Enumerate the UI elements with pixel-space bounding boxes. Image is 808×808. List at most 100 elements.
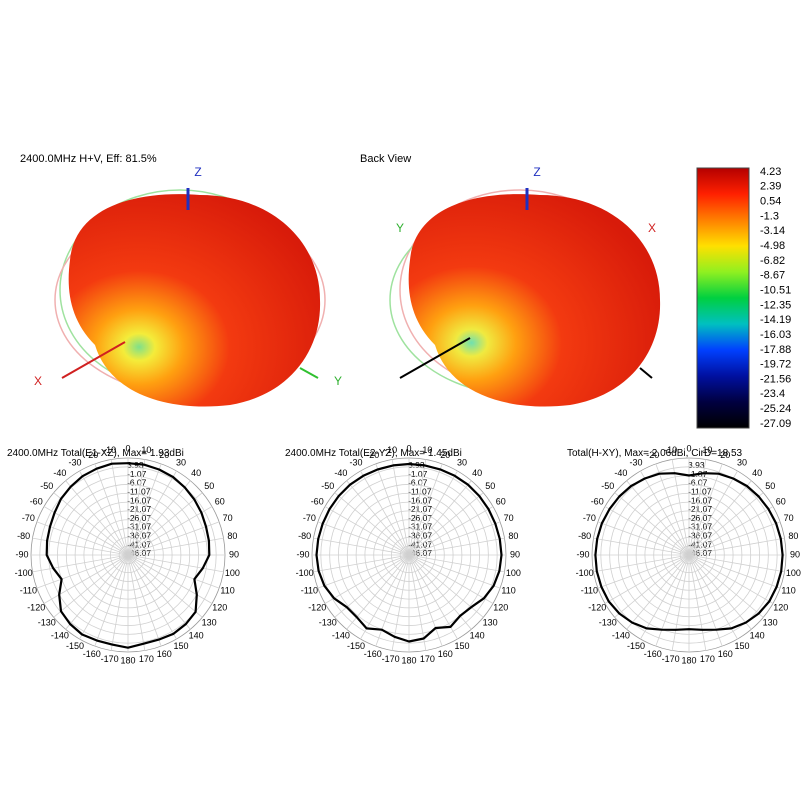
- axis-label: X: [34, 374, 42, 388]
- angle-label: 150: [173, 641, 188, 651]
- grid-spoke: [317, 521, 410, 556]
- r-tick-label: -1.07: [127, 469, 147, 479]
- grid-spoke: [32, 554, 129, 573]
- angle-label: 10: [702, 445, 712, 455]
- r-tick-label: -41.07: [408, 539, 432, 549]
- angle-label: 60: [215, 496, 225, 506]
- angle-label: 140: [750, 631, 765, 641]
- angle-label: 160: [718, 649, 733, 659]
- grid-spoke: [110, 554, 129, 651]
- angle-label: -30: [349, 458, 362, 468]
- angle-label: 0: [406, 443, 411, 453]
- axis-label: Z: [533, 165, 540, 179]
- angle-label: -50: [601, 481, 614, 491]
- angle-label: 60: [776, 496, 786, 506]
- grid-spoke: [626, 554, 690, 630]
- angle-label: 30: [457, 458, 467, 468]
- r-tick-label: -21.07: [127, 504, 151, 514]
- grid-spoke: [127, 521, 220, 556]
- grid-spoke: [313, 537, 410, 556]
- angle-label: -110: [20, 586, 37, 596]
- angle-label: 0: [125, 443, 130, 453]
- angle-label: 90: [510, 549, 520, 559]
- angle-label: 50: [485, 481, 495, 491]
- angle-label: -130: [38, 618, 56, 628]
- grid-spoke: [688, 554, 774, 604]
- r-tick-label: -41.07: [127, 539, 151, 549]
- angle-label: -90: [576, 549, 589, 559]
- grid-spoke: [43, 554, 129, 604]
- grid-spoke: [94, 554, 129, 647]
- axis-x: [61, 341, 126, 379]
- colorbar-ticks: 4.23 2.39 0.54 -1.3 -3.14 -4.98 -6.82 -8.67 -10.…: [760, 166, 791, 430]
- angle-label: -120: [308, 602, 326, 612]
- grid-spoke: [79, 470, 129, 556]
- grid-spoke: [655, 463, 690, 556]
- colorbar-label: -25.24: [760, 403, 791, 415]
- angle-label: -70: [583, 513, 596, 523]
- angle-label: 160: [157, 649, 172, 659]
- grid-spoke: [640, 470, 690, 556]
- angle-label: -150: [627, 641, 645, 651]
- angle-label: -90: [296, 549, 309, 559]
- pattern-curve: [315, 462, 503, 643]
- grid-spoke: [53, 554, 129, 618]
- colorbar-label: -8.67: [760, 270, 785, 282]
- angle-label: -30: [68, 458, 81, 468]
- grid-spoke: [43, 506, 129, 556]
- axis-label: Y: [396, 221, 404, 235]
- angle-label: 120: [773, 602, 788, 612]
- grid-spoke: [53, 492, 129, 556]
- angle-label: 40: [191, 468, 201, 478]
- colorbar-label: -10.51: [760, 285, 791, 297]
- angle-label: -10: [103, 445, 116, 455]
- grid-spoke: [688, 554, 738, 640]
- r-tick-label: 3.93: [688, 460, 705, 470]
- angle-label: -20: [366, 450, 379, 460]
- grid-spoke: [127, 459, 146, 556]
- grid-spoke: [688, 459, 707, 556]
- grid-spoke: [688, 537, 785, 556]
- r-tick-label: -21.07: [408, 504, 432, 514]
- angle-label: 140: [470, 631, 485, 641]
- grid-spoke: [127, 554, 203, 618]
- angle-label: -170: [382, 654, 400, 664]
- angle-label: 10: [422, 445, 432, 455]
- angle-label: 120: [212, 602, 227, 612]
- grid-spoke: [408, 554, 458, 640]
- grid-spoke: [127, 554, 146, 651]
- grid-spoke: [127, 554, 224, 573]
- r-tick-label: -16.07: [127, 495, 151, 505]
- colorbar-label: -6.82: [760, 255, 785, 267]
- angle-label: -30: [629, 458, 642, 468]
- angle-label: 50: [765, 481, 775, 491]
- axis-label: Y: [334, 374, 342, 388]
- pattern-3d: [408, 194, 661, 407]
- grid-spoke: [688, 480, 752, 556]
- grid-spoke: [127, 554, 220, 589]
- angle-label: -150: [347, 641, 365, 651]
- chart-title: 2400.0MHz Total(E1-XZ), Max= 1.93dBi: [7, 448, 184, 459]
- grid-spoke: [360, 554, 410, 640]
- grid-spoke: [334, 492, 410, 556]
- angle-label: -170: [101, 654, 119, 664]
- grid-spoke: [688, 554, 707, 651]
- grid-spoke: [671, 459, 690, 556]
- grid-spoke: [604, 554, 690, 604]
- grid-spoke: [127, 463, 162, 556]
- r-tick-label: -21.07: [688, 504, 712, 514]
- grid-spoke: [688, 463, 723, 556]
- angle-label: 130: [202, 618, 217, 628]
- angle-label: -170: [662, 654, 680, 664]
- grid-spoke: [614, 554, 690, 618]
- grid-spoke: [408, 480, 472, 556]
- angle-label: -70: [22, 513, 35, 523]
- angle-label: -140: [51, 631, 69, 641]
- angle-label: 100: [786, 568, 801, 578]
- angle-label: 40: [752, 468, 762, 478]
- back-view: Back View Z Y X: [360, 153, 661, 407]
- angle-label: -80: [17, 531, 30, 541]
- angle-label: 0: [686, 443, 691, 453]
- grid-spoke: [688, 470, 738, 556]
